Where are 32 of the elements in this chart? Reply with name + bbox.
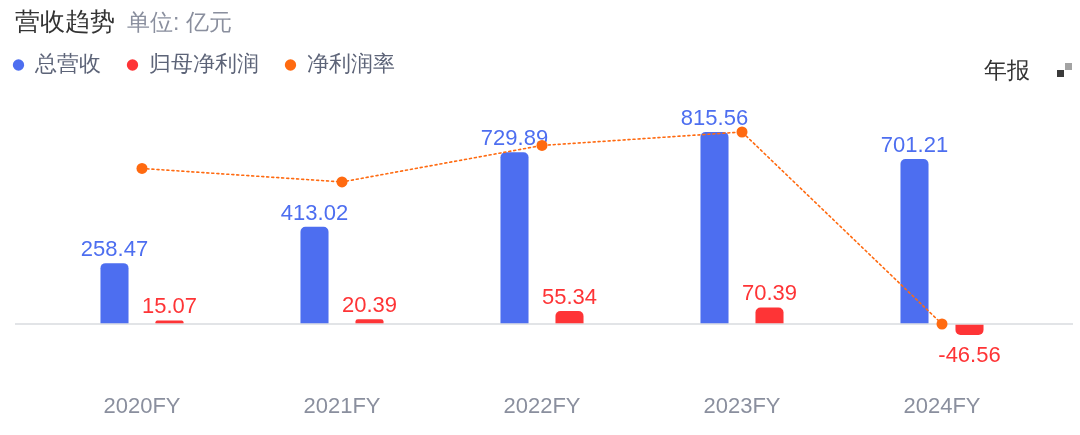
point [336, 176, 348, 188]
data-label: 413.02 [280, 199, 349, 225]
bar [100, 263, 129, 324]
bar [755, 307, 784, 324]
x-tick-label: 2023FY [703, 392, 781, 418]
data-label: 15.07 [141, 293, 198, 319]
point [736, 126, 748, 138]
x-tick-label: 2024FY [903, 392, 981, 418]
bar [300, 226, 329, 324]
data-label: 258.47 [80, 236, 149, 262]
bar [555, 310, 584, 324]
data-label: 20.39 [341, 292, 398, 318]
x-tick-label: 2020FY [103, 392, 181, 418]
text: 年报 [984, 56, 1030, 84]
bar [700, 132, 729, 324]
data-label: 701.21 [880, 131, 949, 157]
chart-subtitle: 单位: 亿元 [127, 9, 232, 35]
chart-title: 营收趋势 [15, 7, 115, 35]
x-tick-label: 2022FY [503, 392, 581, 418]
data-label: -46.56 [938, 342, 1001, 368]
bar [500, 152, 529, 324]
legend-label: 总营收 [34, 51, 101, 77]
bar [900, 158, 929, 324]
bar [955, 324, 984, 335]
point [136, 162, 148, 174]
data-label: 70.39 [741, 280, 798, 306]
data-label: 815.56 [680, 105, 749, 130]
legend-label: 归母净利润 [149, 51, 259, 77]
data-label: 55.34 [541, 283, 598, 309]
point [936, 318, 948, 330]
x-tick-label: 2021FY [303, 392, 381, 418]
legend-label: 净利润率 [307, 51, 395, 77]
